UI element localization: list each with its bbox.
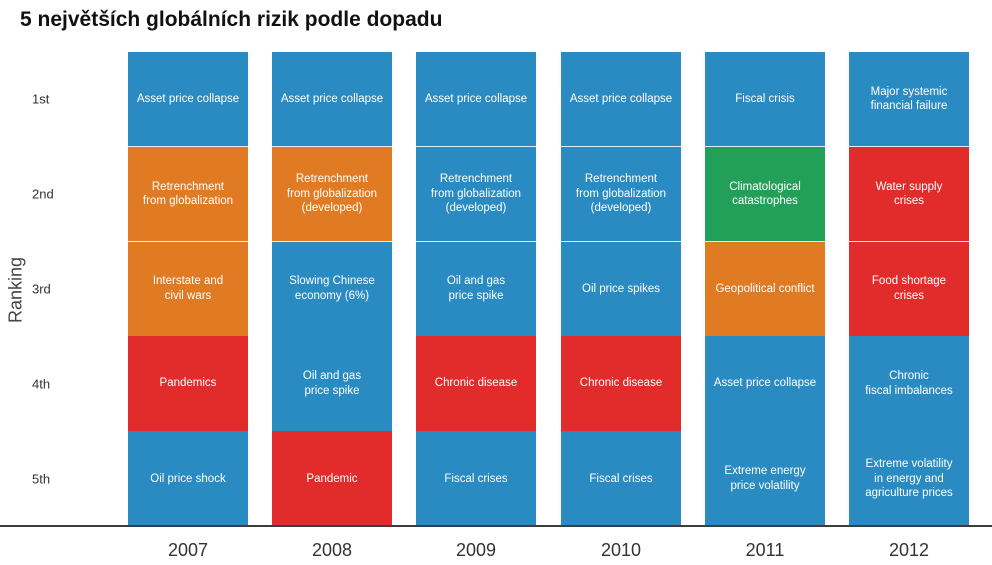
risk-cell: Oil and gas price spike <box>416 241 536 337</box>
risk-cell: Oil and gas price spike <box>272 336 392 432</box>
risk-cell: Interstate and civil wars <box>128 241 248 337</box>
y-axis-label: Ranking <box>5 256 26 324</box>
risk-cell: Asset price collapse <box>561 52 681 148</box>
year-label: 2009 <box>455 540 497 560</box>
risk-cell: Oil price shock <box>128 431 248 527</box>
year-label: 2012 <box>888 540 930 560</box>
risk-cell: Asset price collapse <box>705 336 825 432</box>
risk-cell: Asset price collapse <box>128 52 248 148</box>
risk-cell: Pandemic <box>272 431 392 527</box>
risk-cell: Food shortage crises <box>849 241 969 337</box>
risk-cell: Water supply crises <box>849 146 969 243</box>
year-label: 2010 <box>600 540 642 560</box>
rank-label: 1st <box>32 91 50 107</box>
rank-label: 2nd <box>32 186 54 202</box>
year-label: 2008 <box>311 540 353 560</box>
rank-label: 5th <box>32 471 51 487</box>
risk-cell: Asset price collapse <box>416 52 536 148</box>
risk-cell: Retrenchment from globalization (develop… <box>416 146 536 243</box>
risk-cell: Retrenchment from globalization <box>128 146 248 243</box>
risk-cell: Retrenchment from globalization (develop… <box>272 146 392 243</box>
rank-label: 3rd <box>32 281 51 297</box>
risk-cell: Asset price collapse <box>272 52 392 148</box>
risk-cell: Fiscal crisis <box>705 52 825 148</box>
risk-cell: Geopolitical conflict <box>705 241 825 337</box>
x-axis-baseline <box>0 525 992 527</box>
risk-cell: Chronic disease <box>561 336 681 432</box>
year-label: 2007 <box>167 540 209 560</box>
risk-cell: Chronic disease <box>416 336 536 432</box>
risk-cell: Fiscal crises <box>561 431 681 527</box>
risk-cell: Pandemics <box>128 336 248 432</box>
risk-cell: Extreme energy price volatility <box>705 431 825 527</box>
risk-cell: Retrenchment from globalization (develop… <box>561 146 681 243</box>
risk-cell: Extreme volatility in energy and agricul… <box>849 431 969 527</box>
rank-label: 4th <box>32 376 51 392</box>
risk-cell: Fiscal crises <box>416 431 536 527</box>
risk-cell: Oil price spikes <box>561 241 681 337</box>
risk-cell: Major systemic financial failure <box>849 52 969 148</box>
risk-cell: Climatological catastrophes <box>705 146 825 243</box>
risk-cell: Slowing Chinese economy (6%) <box>272 241 392 337</box>
risk-cell: Chronic fiscal imbalances <box>849 336 969 432</box>
chart-title: 5 největších globálních rizik podle dopa… <box>20 8 443 31</box>
year-label: 2011 <box>745 540 785 560</box>
